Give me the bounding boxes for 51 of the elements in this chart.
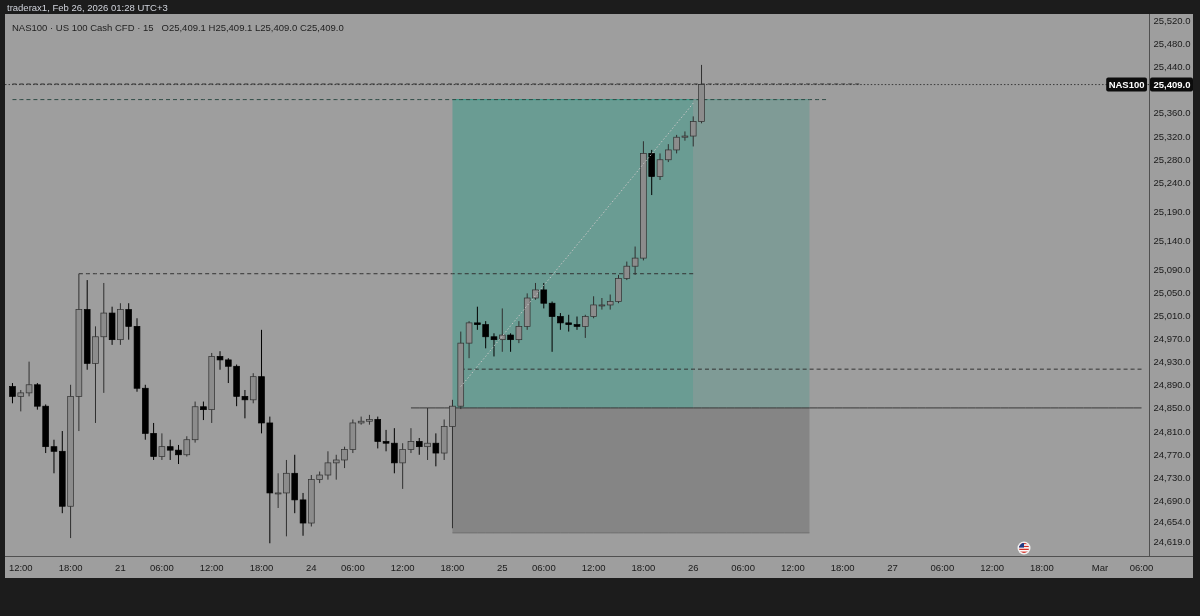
y-tick-label: 25,090.0: [1153, 263, 1191, 275]
text: NAS100 · US 100 Cash CFD · 15: [12, 22, 154, 33]
y-tick-label: 25,050.0: [1153, 286, 1191, 298]
x-tick-label: 21: [115, 561, 126, 573]
x-tick-label: 18:00: [58, 561, 83, 573]
y-tick-label: 24,730.0: [1153, 471, 1191, 483]
x-tick-label: 26: [687, 561, 699, 573]
x-tick-label: 18:00: [1030, 561, 1054, 573]
x-tick-label: 06:00: [930, 561, 955, 573]
x-tick-label: 06:00: [1129, 561, 1154, 573]
y-tick-label: 25,240.0: [1153, 176, 1191, 188]
x-tick-label: 12:00: [581, 561, 606, 573]
x-tick-label: 12:00: [780, 561, 805, 573]
x-tick-label: 06:00: [731, 561, 755, 573]
x-tick-label: 12:00: [390, 561, 415, 573]
y-tick-label: 25,480.0: [1153, 38, 1191, 49]
y-tick-label: 25,320.0: [1153, 130, 1191, 142]
x-tick-label: 06:00: [531, 561, 556, 573]
x-tick-label: 12:00: [8, 561, 33, 573]
x-tick-label: 25: [496, 561, 508, 573]
x-tick-label: 18:00: [830, 561, 855, 573]
x-tick-label: 06:00: [340, 561, 365, 573]
y-tick-label: 24,930.0: [1153, 356, 1191, 368]
text: traderax1, Feb 26, 2026 01:28 UTC+3: [7, 2, 168, 13]
x-tick-label: 24: [306, 561, 317, 573]
y-tick-label: 25,280.0: [1153, 153, 1191, 165]
x-tick-label: 27: [887, 561, 898, 573]
y-tick-label: 25,010.0: [1153, 309, 1191, 321]
y-tick-label: 25,409.0: [1153, 79, 1191, 91]
y-tick-label: 25,520.0: [1153, 14, 1191, 26]
y-tick-label: 24,970.0: [1153, 333, 1191, 345]
x-tick-label: 18:00: [249, 561, 274, 573]
y-tick-label: 24,770.0: [1153, 448, 1191, 460]
y-tick-label: 25,360.0: [1153, 107, 1191, 119]
x-tick-label: 12:00: [199, 561, 224, 573]
y-tick-label: 24,850.0: [1153, 402, 1191, 414]
x-tick-label: 06:00: [150, 561, 174, 573]
x-tick-label: 18:00: [631, 561, 656, 573]
y-tick-label: 24,690.0: [1153, 494, 1191, 506]
text: O25,409.1 H25,409.1 L25,409.0 C25,409.0: [161, 22, 344, 33]
y-tick-label: 25,190.0: [1153, 205, 1191, 217]
x-tick-label: Mar: [1091, 561, 1109, 573]
y-tick-label: 24,810.0: [1153, 425, 1191, 437]
x-tick-label: 18:00: [440, 561, 465, 573]
y-tick-label: 25,440.0: [1153, 61, 1191, 73]
ref-line-label: NAS100: [1108, 79, 1145, 91]
y-tick-label: 24,890.0: [1153, 379, 1191, 391]
x-tick-label: 12:00: [980, 561, 1004, 573]
y-tick-label: 25,140.0: [1153, 234, 1191, 246]
y-tick-label: 24,654.0: [1153, 515, 1191, 527]
y-tick-label: 24,619.0: [1153, 536, 1191, 548]
